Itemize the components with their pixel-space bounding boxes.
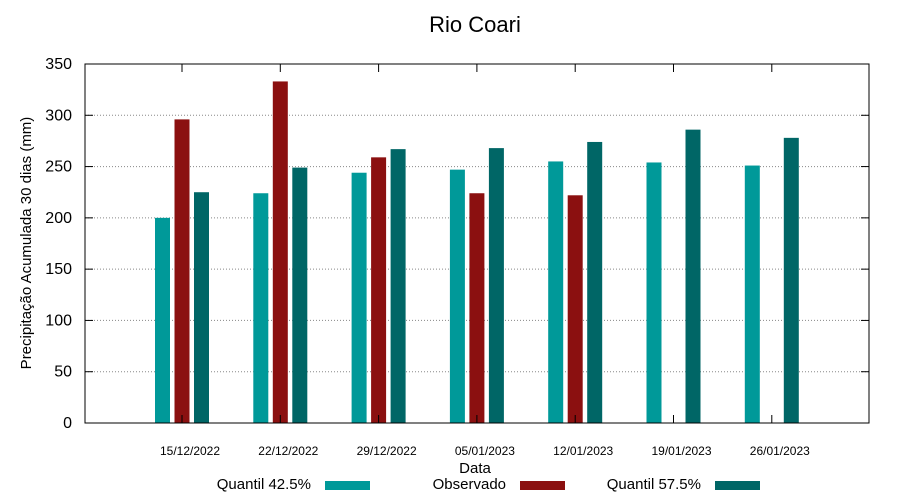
legend-swatch [520, 481, 565, 490]
bar-quantil-57-5 [587, 141, 603, 423]
x-tick-label: 12/01/2023 [553, 444, 613, 458]
bar-observado [567, 195, 583, 423]
bar-quantil-42-5 [155, 217, 170, 423]
bar-observado [272, 81, 288, 424]
x-tick-label: 15/12/2022 [160, 444, 220, 458]
chart-title: Rio Coari [429, 12, 521, 37]
legend: Quantil 42.5% Observado Quantil 57.5% [217, 476, 760, 493]
legend-label: Observado [433, 476, 506, 493]
y-tick-label: 150 [45, 261, 72, 278]
x-tick-label: 22/12/2022 [258, 444, 318, 458]
x-axis-label: Data [459, 460, 491, 477]
legend-label: Quantil 42.5% [217, 476, 311, 493]
bar-quantil-57-5 [390, 149, 406, 424]
legend-label: Quantil 57.5% [607, 476, 701, 493]
bar-quantil-42-5 [646, 162, 662, 423]
x-axis-ticks: 15/12/2022 22/12/2022 29/12/2022 05/01/2023… [160, 64, 810, 458]
legend-swatch [325, 481, 370, 490]
y-axis-label: Precipitação Acumulada 30 dias (mm) [18, 117, 35, 370]
bars [155, 81, 799, 424]
bar-quantil-57-5 [783, 137, 799, 423]
y-tick-label: 250 [45, 159, 72, 176]
legend-swatch [715, 481, 760, 490]
y-axis-ticks: 0 50 100 150 200 250 300 350 [45, 56, 869, 432]
bar-quantil-57-5 [292, 167, 308, 423]
x-tick-label: 29/12/2022 [357, 444, 417, 458]
y-tick-label: 200 [45, 210, 72, 227]
bar-observado [469, 193, 485, 423]
bar-quantil-42-5 [548, 161, 564, 423]
y-tick-label: 300 [45, 107, 72, 124]
x-tick-label: 19/01/2023 [651, 444, 711, 458]
bar-quantil-42-5 [253, 193, 269, 423]
bar-quantil-57-5 [685, 129, 701, 423]
y-tick-label: 0 [63, 415, 72, 432]
bar-observado [174, 119, 190, 423]
bar-observado [371, 157, 387, 423]
bar-quantil-57-5 [488, 148, 504, 423]
y-tick-label: 350 [45, 56, 72, 73]
bar-quantil-42-5 [449, 169, 465, 423]
y-tick-label: 50 [54, 364, 72, 381]
bar-quantil-57-5 [194, 192, 209, 423]
x-tick-label: 26/01/2023 [750, 444, 810, 458]
bar-quantil-42-5 [351, 172, 367, 423]
y-tick-label: 100 [45, 312, 72, 329]
bar-quantil-42-5 [744, 165, 760, 423]
x-tick-label: 05/01/2023 [455, 444, 515, 458]
